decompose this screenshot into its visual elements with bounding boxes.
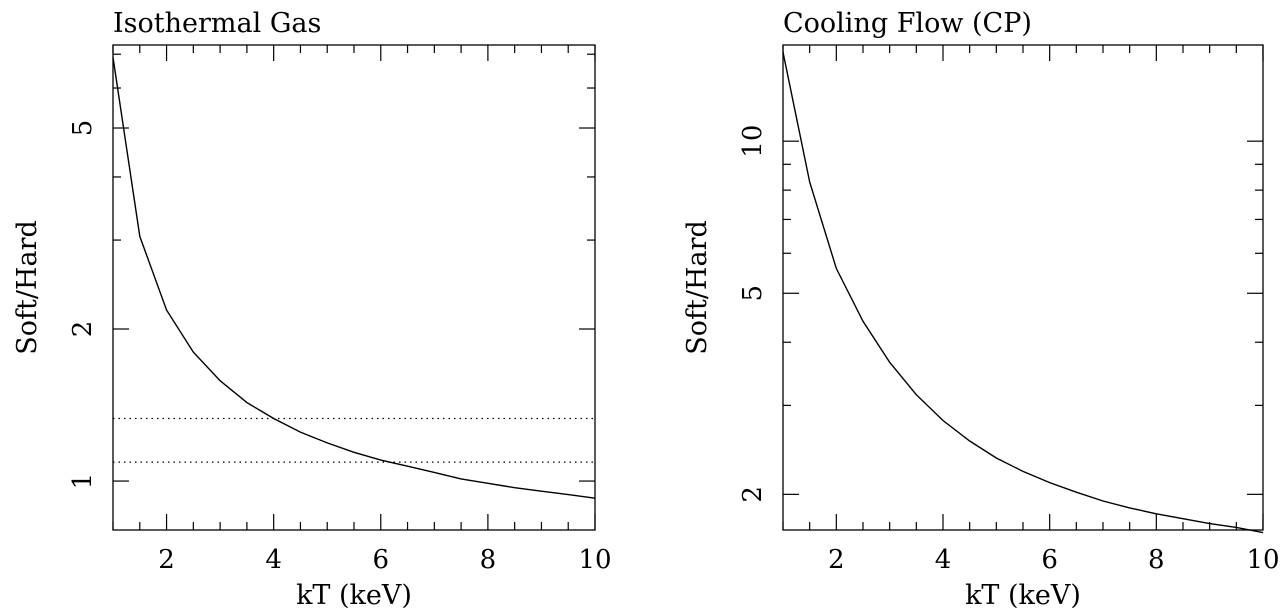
y-tick-label: 1	[68, 473, 98, 490]
x-tick-label: 6	[373, 545, 390, 575]
x-tick-label: 2	[828, 545, 845, 575]
y-tick-label: 5	[68, 120, 98, 137]
y-tick-label: 10	[738, 125, 768, 158]
series-line	[782, 52, 1264, 534]
x-tick-label: 4	[265, 545, 282, 575]
y-tick-label: 2	[68, 321, 98, 338]
x-tick-label: 10	[578, 545, 611, 575]
x-tick-label: 6	[1041, 545, 1058, 575]
x-tick-label: 8	[1148, 545, 1165, 575]
chart-panel-2: Cooling Flow (CP) 2 4 6 8 10 2 5 10 kT (keV) Soft/…	[682, 8, 1280, 611]
x-axis-label: kT (keV)	[965, 580, 1081, 611]
y-tick-label: 2	[738, 486, 768, 503]
x-tick-label: 4	[935, 545, 952, 575]
y-axis-label: Soft/Hard	[12, 220, 43, 355]
x-tick-label: 8	[480, 545, 497, 575]
y-axis-label: Soft/Hard	[682, 220, 713, 355]
plot-frame	[782, 44, 1264, 531]
chart-title: Cooling Flow (CP)	[783, 8, 1032, 39]
chart-title: Isothermal Gas	[113, 8, 321, 39]
x-tick-label: 2	[158, 545, 175, 575]
y-tick-label: 5	[738, 285, 768, 302]
x-axis-label: kT (keV)	[296, 580, 412, 611]
series-line	[112, 57, 596, 499]
x-tick-label: 10	[1246, 545, 1279, 575]
plot-frame	[112, 44, 596, 531]
